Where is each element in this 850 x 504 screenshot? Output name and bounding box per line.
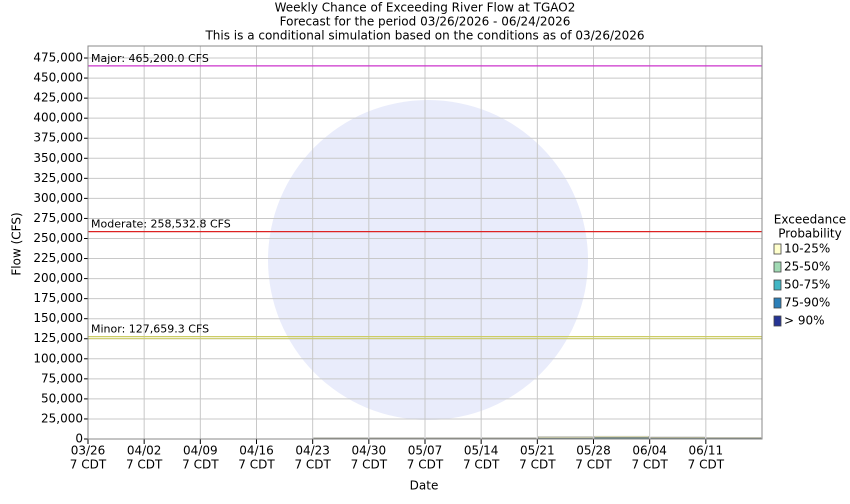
- y-tick-label: 300,000: [33, 191, 83, 205]
- y-tick-label: 400,000: [33, 111, 83, 125]
- x-tick-label: 7 CDT: [182, 458, 219, 472]
- y-tick-label: 200,000: [33, 271, 83, 285]
- y-tick-label: 350,000: [33, 151, 83, 165]
- y-tick-label: 150,000: [33, 311, 83, 325]
- x-tick-label: 04/09: [183, 444, 218, 458]
- bar-segment: [650, 436, 705, 438]
- y-tick-label: 25,000: [41, 411, 83, 425]
- y-tick-label: 225,000: [33, 251, 83, 265]
- y-axis-label: Flow (CFS): [10, 212, 24, 275]
- x-tick-label: 7 CDT: [238, 458, 275, 472]
- x-tick-label: 03/26: [71, 444, 106, 458]
- watermark: [268, 100, 588, 420]
- bar-segment: [594, 435, 649, 438]
- legend-label: 25-50%: [784, 260, 830, 274]
- y-tick-label: 325,000: [33, 171, 83, 185]
- y-tick-label: 100,000: [33, 351, 83, 365]
- legend-label: 50-75%: [784, 278, 830, 292]
- y-tick-label: 475,000: [33, 51, 83, 65]
- x-tick-label: 7 CDT: [575, 458, 612, 472]
- y-tick-label: 250,000: [33, 231, 83, 245]
- y-tick-label: 50,000: [41, 391, 83, 405]
- threshold-label: Moderate: 258,532.8 CFS: [91, 218, 231, 231]
- x-tick-label: 7 CDT: [463, 458, 500, 472]
- bar-segment: [313, 437, 368, 439]
- x-tick-label: 05/28: [576, 444, 611, 458]
- x-tick-label: 7 CDT: [519, 458, 556, 472]
- bar-segment: [706, 437, 762, 439]
- y-tick-label: 375,000: [33, 131, 83, 145]
- x-tick-label: 05/07: [408, 444, 443, 458]
- legend-label: 10-25%: [784, 242, 830, 256]
- y-tick-label: 75,000: [41, 371, 83, 385]
- legend-label: > 90%: [784, 314, 825, 328]
- y-tick-label: 175,000: [33, 291, 83, 305]
- x-tick-label: 05/21: [520, 444, 555, 458]
- x-tick-label: 04/30: [352, 444, 387, 458]
- threshold-label: Major: 465,200.0 CFS: [91, 52, 209, 65]
- threshold-label: Minor: 127,659.3 CFS: [91, 323, 209, 336]
- y-tick-label: 0: [75, 432, 83, 446]
- bar-segment: [369, 437, 425, 439]
- legend-label: 75-90%: [784, 296, 830, 310]
- legend-swatch: [773, 315, 782, 327]
- y-tick-label: 125,000: [33, 331, 83, 345]
- x-tick-label: 04/16: [239, 444, 274, 458]
- x-tick-label: 7 CDT: [351, 458, 388, 472]
- x-tick-label: 7 CDT: [407, 458, 444, 472]
- x-tick-label: 7 CDT: [126, 458, 163, 472]
- legend-title: Probability: [778, 227, 841, 241]
- bar-segment: [425, 437, 481, 439]
- legend-swatch: [773, 297, 782, 309]
- x-axis-label: Date: [410, 479, 439, 493]
- chart-title: Weekly Chance of Exceeding River Flow at…: [275, 1, 576, 15]
- x-tick-label: 06/04: [632, 444, 667, 458]
- plot-frame: [87, 45, 763, 440]
- chart-subtitle: This is a conditional simulation based o…: [204, 29, 644, 43]
- bar-segment: [482, 437, 537, 439]
- legend-swatch: [773, 279, 782, 291]
- x-tick-label: 04/23: [295, 444, 330, 458]
- legend-swatch: [773, 243, 782, 255]
- x-tick-label: 06/11: [689, 444, 724, 458]
- y-tick-label: 425,000: [33, 91, 83, 105]
- x-tick-label: 7 CDT: [688, 458, 725, 472]
- x-tick-label: 05/14: [464, 444, 499, 458]
- x-tick-label: 7 CDT: [70, 458, 107, 472]
- chart-subtitle: Forecast for the period 03/26/2026 - 06/…: [280, 15, 571, 29]
- legend-title: Exceedance: [774, 213, 846, 227]
- x-tick-label: 7 CDT: [294, 458, 331, 472]
- x-tick-label: 7 CDT: [631, 458, 668, 472]
- bar-segment: [538, 436, 593, 438]
- x-tick-label: 04/02: [127, 444, 162, 458]
- legend-swatch: [773, 261, 782, 273]
- y-tick-label: 450,000: [33, 71, 83, 85]
- y-tick-label: 275,000: [33, 211, 83, 225]
